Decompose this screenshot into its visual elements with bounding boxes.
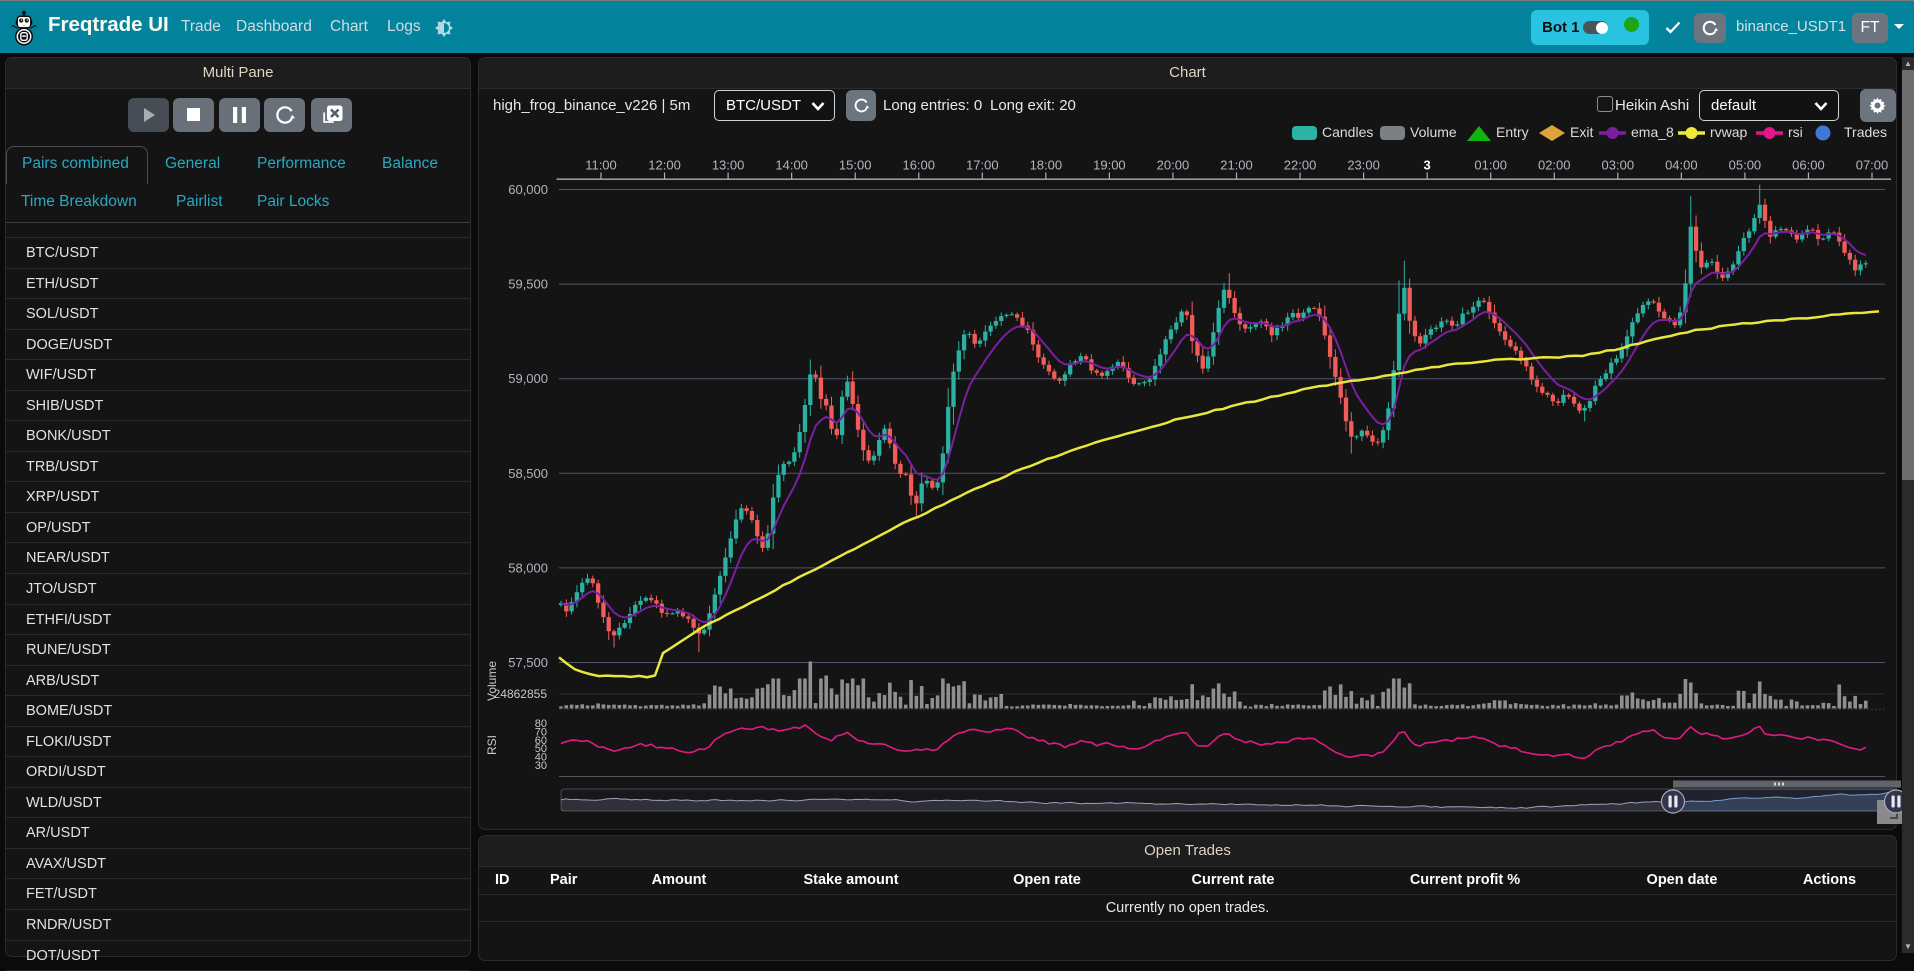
svg-text:23:00: 23:00 bbox=[1347, 158, 1380, 173]
svg-text:60,000: 60,000 bbox=[508, 182, 548, 197]
svg-text:3: 3 bbox=[1424, 158, 1431, 173]
svg-text:15:00: 15:00 bbox=[839, 158, 872, 173]
svg-text:59,000: 59,000 bbox=[508, 371, 548, 386]
svg-text:18:00: 18:00 bbox=[1030, 158, 1063, 173]
svg-text:40: 40 bbox=[535, 752, 547, 764]
svg-text:04:00: 04:00 bbox=[1665, 158, 1698, 173]
svg-text:13:00: 13:00 bbox=[712, 158, 745, 173]
svg-text:30: 30 bbox=[535, 760, 547, 772]
svg-text:70: 70 bbox=[535, 726, 547, 738]
svg-text:80: 80 bbox=[535, 718, 547, 730]
svg-text:19:00: 19:00 bbox=[1093, 158, 1126, 173]
svg-text:03:00: 03:00 bbox=[1602, 158, 1635, 173]
svg-text:17:00: 17:00 bbox=[966, 158, 999, 173]
svg-text:22:00: 22:00 bbox=[1284, 158, 1317, 173]
svg-text:59,500: 59,500 bbox=[508, 277, 548, 292]
svg-text:RSI: RSI bbox=[485, 735, 499, 755]
svg-text:11:00: 11:00 bbox=[585, 158, 617, 173]
svg-text:24862855: 24862855 bbox=[494, 687, 548, 701]
svg-text:58,000: 58,000 bbox=[508, 560, 548, 575]
svg-text:12:00: 12:00 bbox=[648, 158, 681, 173]
svg-text:07:00: 07:00 bbox=[1856, 158, 1889, 173]
svg-text:02:00: 02:00 bbox=[1538, 158, 1571, 173]
svg-text:21:00: 21:00 bbox=[1220, 158, 1253, 173]
svg-text:50: 50 bbox=[535, 743, 547, 755]
svg-text:58,500: 58,500 bbox=[508, 466, 548, 481]
svg-text:06:00: 06:00 bbox=[1792, 158, 1825, 173]
svg-text:05:00: 05:00 bbox=[1729, 158, 1762, 173]
svg-text:Volume: Volume bbox=[485, 661, 499, 701]
svg-text:60: 60 bbox=[535, 735, 547, 747]
svg-text:14:00: 14:00 bbox=[775, 158, 808, 173]
svg-text:01:00: 01:00 bbox=[1474, 158, 1507, 173]
svg-text:16:00: 16:00 bbox=[902, 158, 935, 173]
svg-text:57,500: 57,500 bbox=[508, 655, 548, 670]
svg-text:20:00: 20:00 bbox=[1157, 158, 1190, 173]
